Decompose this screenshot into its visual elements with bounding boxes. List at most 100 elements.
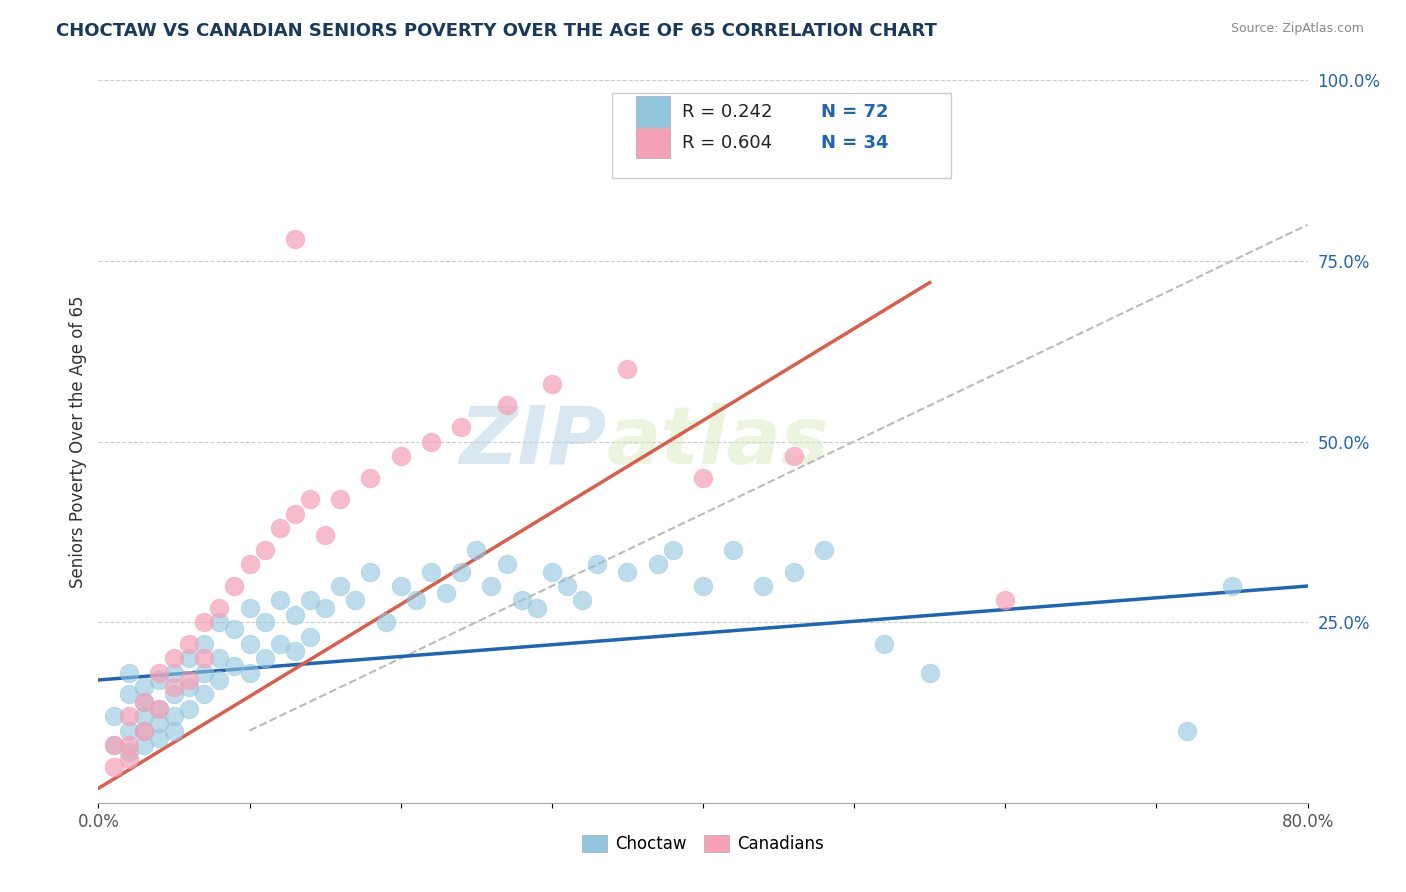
Point — [132, 723, 155, 738]
Point — [405, 593, 427, 607]
Point — [692, 579, 714, 593]
Point — [179, 673, 201, 687]
Text: N = 72: N = 72 — [821, 103, 889, 120]
Point — [783, 565, 806, 579]
Point — [284, 232, 307, 246]
Point — [329, 579, 352, 593]
Point — [208, 651, 231, 665]
Point — [450, 565, 472, 579]
Text: atlas: atlas — [606, 402, 830, 481]
Point — [360, 565, 382, 579]
Point — [179, 651, 201, 665]
Point — [723, 542, 745, 557]
Point — [434, 586, 457, 600]
Point — [239, 665, 262, 680]
Point — [163, 709, 186, 723]
Point — [571, 593, 593, 607]
Point — [555, 579, 578, 593]
Point — [253, 542, 276, 557]
Point — [1220, 579, 1243, 593]
Point — [752, 579, 775, 593]
Point — [873, 637, 896, 651]
Point — [193, 615, 215, 630]
Point — [239, 637, 262, 651]
Point — [299, 630, 322, 644]
Point — [118, 687, 141, 701]
Text: ZIP: ZIP — [458, 402, 606, 481]
Point — [163, 687, 186, 701]
Point — [163, 723, 186, 738]
Point — [299, 492, 322, 507]
Point — [208, 673, 231, 687]
Point — [103, 738, 125, 752]
Point — [193, 665, 215, 680]
Text: N = 34: N = 34 — [821, 134, 889, 152]
Y-axis label: Seniors Poverty Over the Age of 65: Seniors Poverty Over the Age of 65 — [69, 295, 87, 588]
Point — [994, 593, 1017, 607]
Point — [148, 702, 170, 716]
Point — [208, 615, 231, 630]
Point — [495, 558, 517, 572]
Text: Source: ZipAtlas.com: Source: ZipAtlas.com — [1230, 22, 1364, 36]
Point — [540, 565, 562, 579]
Point — [465, 542, 488, 557]
Point — [661, 542, 683, 557]
Point — [616, 565, 638, 579]
Point — [118, 738, 141, 752]
Point — [692, 470, 714, 484]
Point — [224, 658, 246, 673]
Point — [224, 579, 246, 593]
Point — [389, 579, 412, 593]
Point — [420, 434, 443, 449]
Legend: Choctaw, Canadians: Choctaw, Canadians — [575, 828, 831, 860]
Point — [103, 738, 125, 752]
Point — [132, 680, 155, 694]
Point — [118, 752, 141, 766]
Point — [179, 702, 201, 716]
FancyBboxPatch shape — [637, 96, 671, 127]
Point — [208, 600, 231, 615]
Point — [179, 637, 201, 651]
Point — [132, 723, 155, 738]
Point — [163, 651, 186, 665]
Point — [314, 600, 336, 615]
Point — [586, 558, 609, 572]
Point — [148, 673, 170, 687]
Point — [329, 492, 352, 507]
Point — [314, 528, 336, 542]
Text: R = 0.604: R = 0.604 — [682, 134, 772, 152]
Point — [299, 593, 322, 607]
Point — [193, 651, 215, 665]
Point — [284, 507, 307, 521]
Point — [918, 665, 941, 680]
Point — [495, 398, 517, 412]
Text: CHOCTAW VS CANADIAN SENIORS POVERTY OVER THE AGE OF 65 CORRELATION CHART: CHOCTAW VS CANADIAN SENIORS POVERTY OVER… — [56, 22, 938, 40]
Point — [510, 593, 533, 607]
Point — [239, 600, 262, 615]
Point — [193, 637, 215, 651]
Point — [148, 731, 170, 745]
Point — [103, 760, 125, 774]
Point — [540, 376, 562, 391]
Point — [132, 738, 155, 752]
Point — [374, 615, 396, 630]
Point — [148, 716, 170, 731]
Point — [163, 680, 186, 694]
Point — [647, 558, 669, 572]
Point — [526, 600, 548, 615]
Point — [148, 702, 170, 716]
Point — [224, 623, 246, 637]
Point — [132, 695, 155, 709]
Point — [269, 637, 291, 651]
Point — [813, 542, 835, 557]
Point — [118, 709, 141, 723]
Point — [389, 449, 412, 463]
Point — [269, 521, 291, 535]
Point — [481, 579, 503, 593]
Point — [284, 644, 307, 658]
Point — [1175, 723, 1198, 738]
Point — [179, 680, 201, 694]
Point — [103, 709, 125, 723]
Point — [420, 565, 443, 579]
Point — [118, 723, 141, 738]
